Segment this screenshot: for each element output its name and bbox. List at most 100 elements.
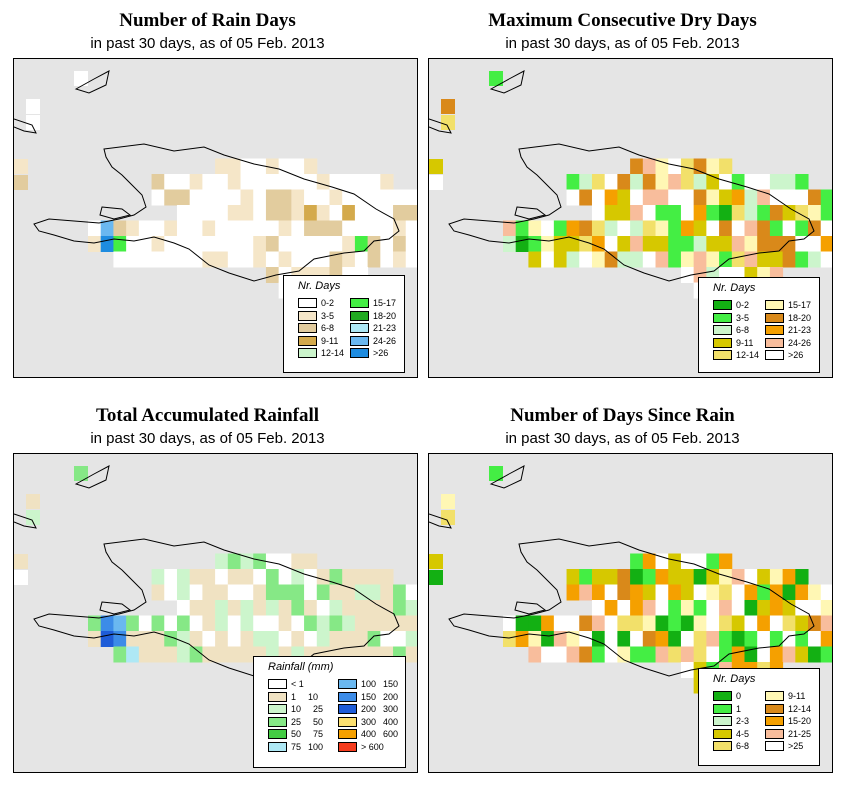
grid-cell: [405, 251, 417, 268]
grid-cell: [316, 584, 330, 601]
grid-cell: [808, 584, 822, 601]
grid-cell: [240, 600, 254, 616]
grid-cell: [744, 189, 758, 206]
grid-cell: [528, 251, 542, 268]
grid-cell: [151, 236, 165, 252]
grid-cell: [278, 174, 292, 190]
legend-swatch: [268, 729, 287, 739]
grid-cell: [744, 615, 758, 632]
grid-cell: [566, 569, 580, 585]
panel-total-rainfall: Total Accumulated Rainfall in past 30 da…: [13, 395, 428, 785]
legend-label: 18-20: [373, 310, 397, 321]
grid-cell: [164, 615, 178, 632]
legend-swatch: [268, 691, 287, 702]
grid-cell: [782, 174, 796, 190]
grid-cell: [820, 631, 832, 647]
grid-cell: [329, 189, 343, 206]
grid-cell: [655, 220, 669, 237]
legend-swatch: [350, 310, 369, 321]
grid-cell: [553, 646, 568, 663]
grid-cell: [604, 220, 618, 237]
grid-cell: [744, 205, 758, 221]
legend-item: 9-11: [713, 337, 753, 349]
grid-cell: [668, 251, 682, 268]
grid-cell: [706, 189, 720, 206]
grid-cell: [189, 174, 203, 190]
grid-cell: [316, 631, 330, 647]
grid-cell: [719, 174, 733, 190]
legend-item: 6-8: [713, 325, 749, 336]
legend-swatch: [765, 300, 784, 310]
grid-cell: [240, 569, 254, 585]
legend-item: 150 200: [338, 691, 398, 703]
grid-cell: [591, 646, 606, 663]
grid-cell: [26, 494, 40, 509]
grid-cell: [240, 220, 254, 237]
legend-label: 0-2: [321, 298, 335, 308]
coastline: [448, 143, 815, 282]
grid-cell: [668, 631, 682, 647]
grid-cell: [151, 631, 165, 647]
grid-cell: [380, 584, 394, 601]
grid-cell: [782, 631, 796, 647]
grid-cell: [795, 584, 809, 601]
grid-cell: [808, 631, 822, 647]
grid-cell: [579, 236, 593, 252]
legend-label: 21-23: [788, 325, 812, 335]
grid-cell: [14, 175, 28, 190]
grid-cell: [367, 174, 381, 190]
grid-cell: [227, 646, 242, 663]
grid-cell: [176, 600, 191, 616]
grid-cell: [329, 236, 343, 252]
grid-cell: [215, 584, 229, 601]
grid-cells: [14, 71, 417, 299]
grid-cell: [342, 236, 356, 252]
grid-cell: [138, 615, 153, 632]
grid-cell: [731, 189, 745, 206]
grid-cell: [719, 189, 733, 206]
grid-cell: [126, 220, 140, 237]
grid-cell: [253, 569, 267, 585]
grid-cell: [769, 584, 784, 601]
legend-label: 75: [291, 741, 302, 752]
legend-label: 21-23: [373, 323, 397, 333]
grid-cell: [668, 646, 682, 663]
grid-cell: [642, 189, 657, 206]
legend-swatch: [713, 312, 732, 323]
grid-cell: [757, 646, 771, 663]
grid-cell: [515, 631, 529, 647]
grid-cell: [265, 205, 280, 221]
grid-cell: [215, 189, 229, 206]
grid-cell: [668, 205, 682, 221]
legend-label: >25: [788, 741, 804, 751]
legend-label-upper: 600: [383, 729, 399, 739]
legend-item: >26: [350, 348, 388, 359]
grid-cell: [706, 236, 720, 252]
grid-cell: [113, 646, 127, 663]
grid-cell: [757, 631, 771, 647]
grid-cell: [693, 600, 707, 616]
grid-cell: [617, 584, 631, 601]
grid-cell: [680, 615, 695, 632]
grid-cell: [253, 220, 267, 237]
legend-swatch: [268, 704, 287, 714]
grid-cell: [253, 189, 267, 206]
grid-cell: [630, 189, 644, 206]
grid-cell: [553, 236, 568, 252]
grid-cell: [316, 600, 330, 616]
grid-cell: [253, 236, 267, 252]
grid-cell: [354, 631, 369, 647]
legend-label: > 600: [361, 741, 384, 752]
grid-cell: [617, 174, 631, 190]
legend-label-upper: 50: [313, 716, 324, 727]
grid-cell: [630, 236, 644, 252]
grid-cell: [278, 220, 292, 237]
grid-cell: [227, 205, 242, 221]
grid-cell: [278, 584, 292, 601]
grid-cell: [731, 631, 745, 647]
legend-label: 12-14: [321, 348, 345, 358]
grid-cell: [380, 251, 394, 268]
grid-cell: [642, 615, 657, 632]
grid-cell: [795, 631, 809, 647]
legend-item: 25 50: [268, 716, 324, 728]
